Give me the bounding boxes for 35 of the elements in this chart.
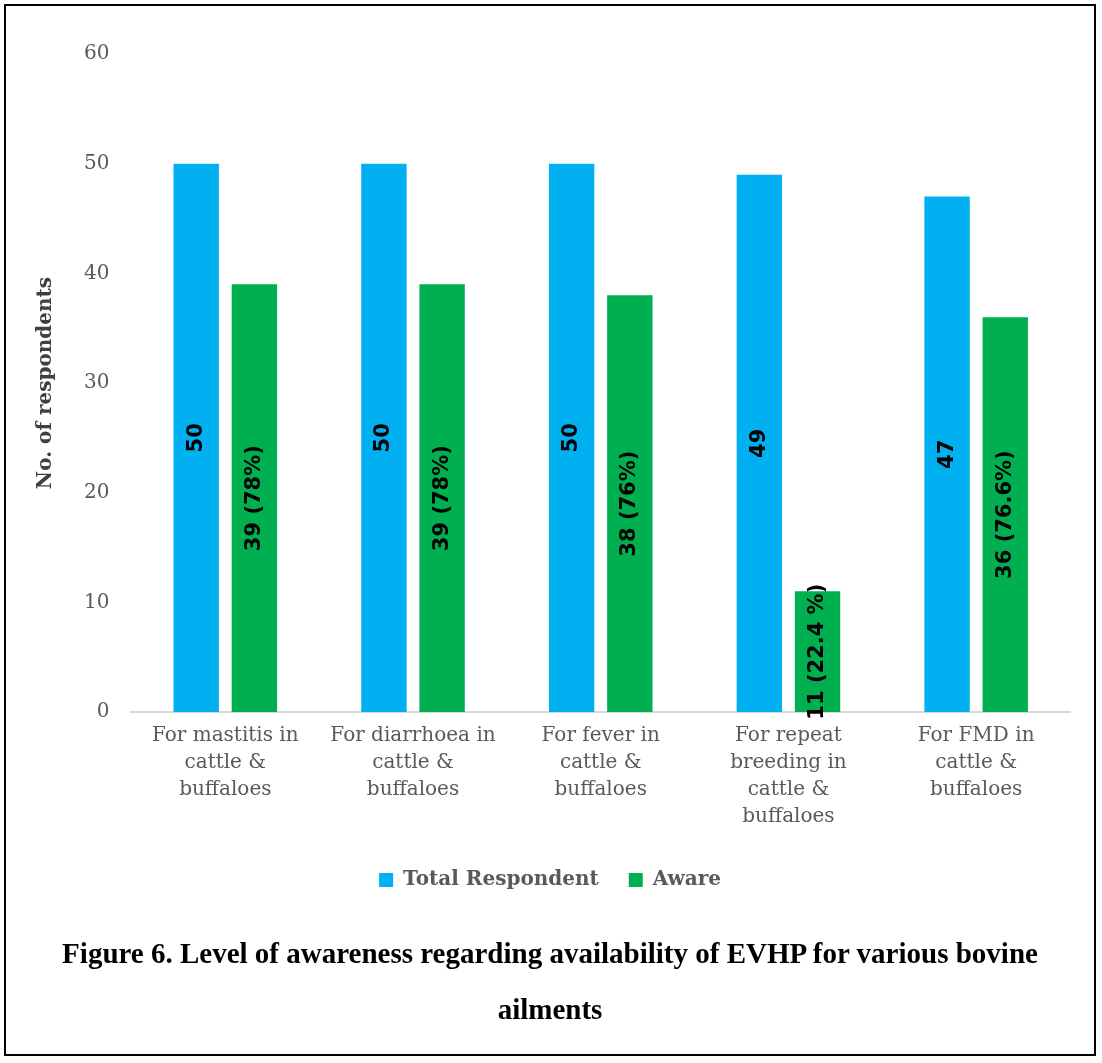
data-label: 11 (22.4 %) — [803, 583, 828, 720]
y-tick-label: 10 — [84, 588, 110, 613]
data-label: 49 — [745, 428, 770, 458]
y-tick-label: 60 — [84, 40, 110, 65]
data-label: 50 — [558, 423, 583, 453]
data-label: 39 (78%) — [240, 445, 265, 552]
data-label: 50 — [370, 423, 395, 453]
y-tick-label: 20 — [84, 478, 110, 503]
legend-label: Aware — [651, 866, 721, 891]
y-tick-label: 30 — [84, 369, 110, 394]
bar — [548, 163, 595, 712]
x-tick-label: For diarrhoea in cattle & buffaloes — [330, 721, 496, 800]
bar — [982, 317, 1028, 712]
data-label: 50 — [182, 423, 207, 453]
y-tick-label: 50 — [84, 149, 110, 174]
data-label: 39 (78%) — [428, 445, 453, 552]
x-tick-label: For FMD in cattle & buffaloes — [917, 721, 1035, 800]
x-tick-label: For repeat breeding in cattle & buffaloes — [730, 721, 847, 827]
legend-label: Total Respondent — [403, 866, 600, 891]
data-label: 38 (76%) — [616, 450, 641, 557]
bar — [736, 174, 783, 712]
y-axis-title: No. of respondents — [32, 276, 57, 490]
data-label: 47 — [933, 439, 958, 469]
data-label: 36 (76.6%) — [991, 450, 1016, 579]
x-tick-label: For fever in cattle & buffaloes — [541, 721, 660, 800]
text: Figure 6. Level of awareness regarding availability of EVHP for various bovine ailments — [61, 936, 1039, 1027]
y-tick-label: 40 — [84, 259, 110, 284]
y-tick-label: 0 — [96, 698, 110, 723]
bar — [607, 295, 653, 712]
bar — [924, 196, 970, 712]
x-tick-label: For mastitis in cattle & buffaloes — [151, 721, 299, 800]
bar — [173, 163, 219, 712]
bar — [361, 163, 407, 712]
bar — [419, 284, 465, 712]
bar — [231, 284, 278, 712]
